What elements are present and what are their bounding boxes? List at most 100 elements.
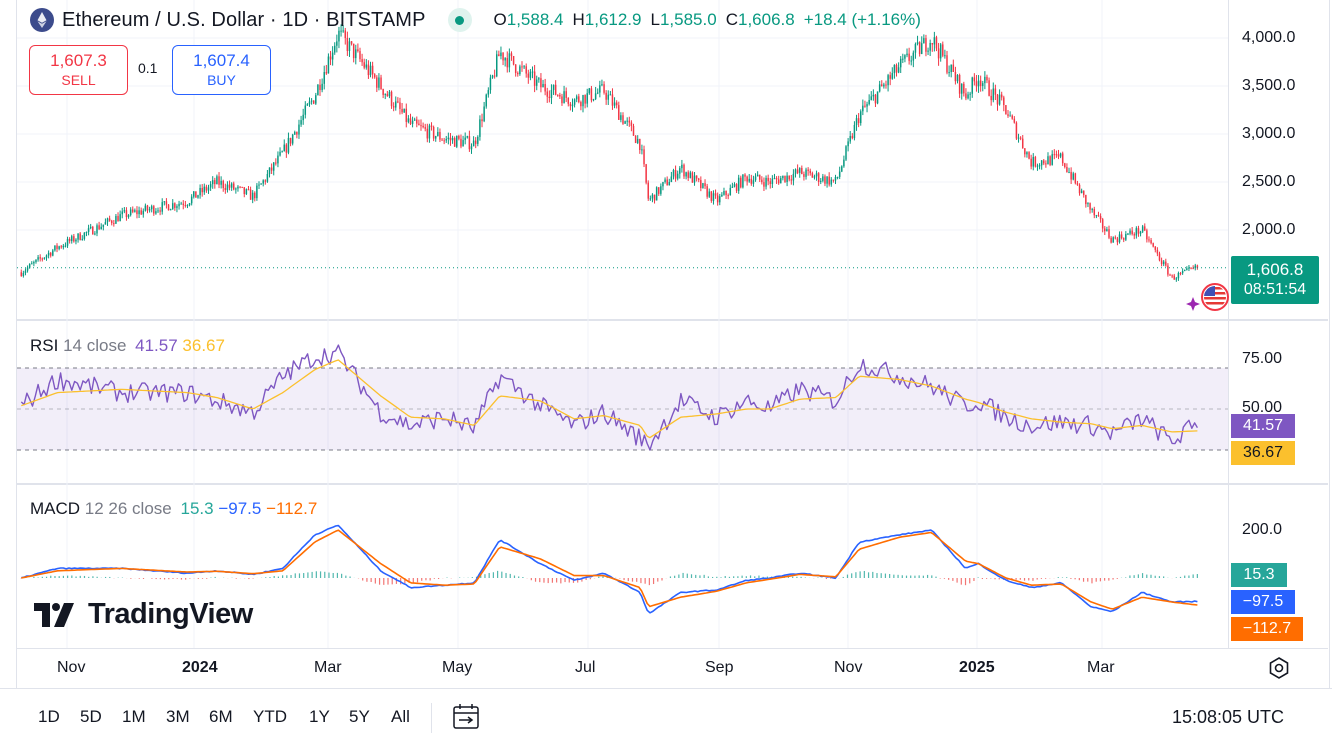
candle-body (399, 102, 401, 109)
range-1m-button[interactable]: 1M (122, 707, 146, 726)
macd-signal-value: −112.7 (266, 499, 318, 518)
candle-body (239, 186, 241, 188)
candle-body (910, 60, 912, 62)
candle-body (319, 84, 321, 91)
candle-body (948, 72, 950, 74)
candle-body (167, 204, 170, 211)
candle-body (544, 83, 546, 92)
date-range-icon[interactable] (451, 703, 481, 731)
candle-body (1005, 105, 1007, 115)
candle-body (578, 96, 580, 103)
candle-body (329, 56, 332, 60)
symbol-title[interactable]: Ethereum / U.S. Dollar · 1D · BITSTAMP (62, 8, 426, 31)
candle-body (603, 84, 605, 93)
range-3m-button[interactable]: 3M (166, 707, 190, 726)
candle-body (94, 233, 96, 235)
symbol-legend[interactable]: Ethereum / U.S. Dollar · 1D · BITSTAMP O… (30, 6, 930, 34)
candle-body (54, 245, 56, 251)
candle-body (49, 252, 52, 256)
candle-body (996, 94, 999, 105)
candle-body (849, 135, 851, 142)
candle-body (1045, 163, 1047, 165)
candle-body (563, 91, 565, 104)
buy-button[interactable]: 1,607.4 BUY (172, 45, 271, 95)
candle-body (780, 178, 782, 184)
rsi-legend[interactable]: RSI 14 close 41.57 36.67 (30, 336, 225, 356)
candle-body (750, 178, 753, 184)
macd-legend[interactable]: MACD 12 26 close 15.3 −97.5 −112.7 (30, 499, 317, 519)
candle-body (1106, 229, 1108, 232)
price-axis-label: 3,000.0 (1242, 125, 1296, 142)
range-all-button[interactable]: All (391, 707, 410, 726)
candle-body (449, 137, 452, 141)
candle-body (123, 210, 126, 212)
candle-body (1139, 231, 1142, 234)
candle-body (988, 80, 990, 96)
candle-body (352, 43, 355, 59)
candle-body (481, 119, 483, 122)
candle-body (622, 115, 624, 124)
candle-body (422, 125, 424, 128)
candle-body (432, 126, 435, 139)
candle-body (243, 187, 246, 195)
time-axis-label: 2025 (959, 659, 995, 676)
tradingview-logo-text: TradingView (88, 598, 253, 630)
candle-body (340, 30, 342, 32)
range-ytd-button[interactable]: YTD (253, 707, 287, 726)
chart-settings-icon[interactable] (1268, 657, 1290, 679)
candle-body (592, 99, 595, 101)
candle-body (559, 94, 561, 97)
candle-body (1051, 154, 1053, 165)
market-status-icon[interactable] (447, 8, 472, 32)
candle-body (599, 85, 601, 93)
candle-body (308, 101, 311, 105)
candle-body (384, 93, 386, 95)
candle-body (96, 225, 98, 234)
candle-body (1000, 94, 1003, 98)
candle-body (58, 246, 60, 249)
candle-body (807, 169, 809, 171)
candle-body (790, 179, 793, 181)
chart-canvas[interactable] (0, 0, 1332, 688)
sell-button[interactable]: 1,607.3 SELL (29, 45, 128, 95)
utc-clock[interactable]: 15:08:05 UTC (1171, 707, 1284, 727)
pane-separator-macd[interactable] (16, 483, 1328, 485)
candle-body (1177, 273, 1180, 279)
candle-body (218, 176, 220, 185)
range-1d-button[interactable]: 1D (38, 707, 60, 726)
range-6m-button[interactable]: 6M (209, 707, 233, 726)
candle-body (176, 206, 178, 208)
candle-body (712, 193, 715, 201)
candle-body (33, 262, 35, 264)
last-price-tag: 1,606.8 08:51:54 (1231, 256, 1319, 304)
candle-body (397, 101, 399, 103)
tradingview-logo-icon (34, 602, 74, 627)
candle-body (342, 30, 344, 32)
candle-body (132, 209, 134, 212)
candle-body (357, 49, 359, 52)
candle-body (904, 55, 906, 59)
candle-body (1072, 173, 1074, 180)
candle-body (573, 99, 576, 105)
candle-body (721, 194, 723, 197)
candle-body (157, 210, 159, 212)
candle-body (843, 159, 845, 167)
pane-separator-rsi[interactable] (16, 319, 1328, 321)
candle-body (283, 144, 285, 152)
candle-body (702, 183, 704, 189)
candle-body (378, 77, 380, 88)
candle-body (264, 180, 267, 182)
tradingview-logo[interactable]: TradingView (34, 598, 253, 631)
candle-body (1064, 163, 1066, 168)
range-1y-button[interactable]: 1Y (309, 707, 330, 726)
candle-body (226, 184, 229, 191)
range-5y-button[interactable]: 5Y (349, 707, 370, 726)
range-5d-button[interactable]: 5D (80, 707, 102, 726)
us-flag-event-icon[interactable] (1185, 283, 1231, 317)
candle-body (373, 74, 376, 78)
candle-body (998, 94, 1001, 105)
candle-body (958, 74, 961, 94)
candle-body (321, 83, 323, 91)
candle-body (845, 146, 847, 160)
time-axis-label: May (442, 659, 473, 676)
